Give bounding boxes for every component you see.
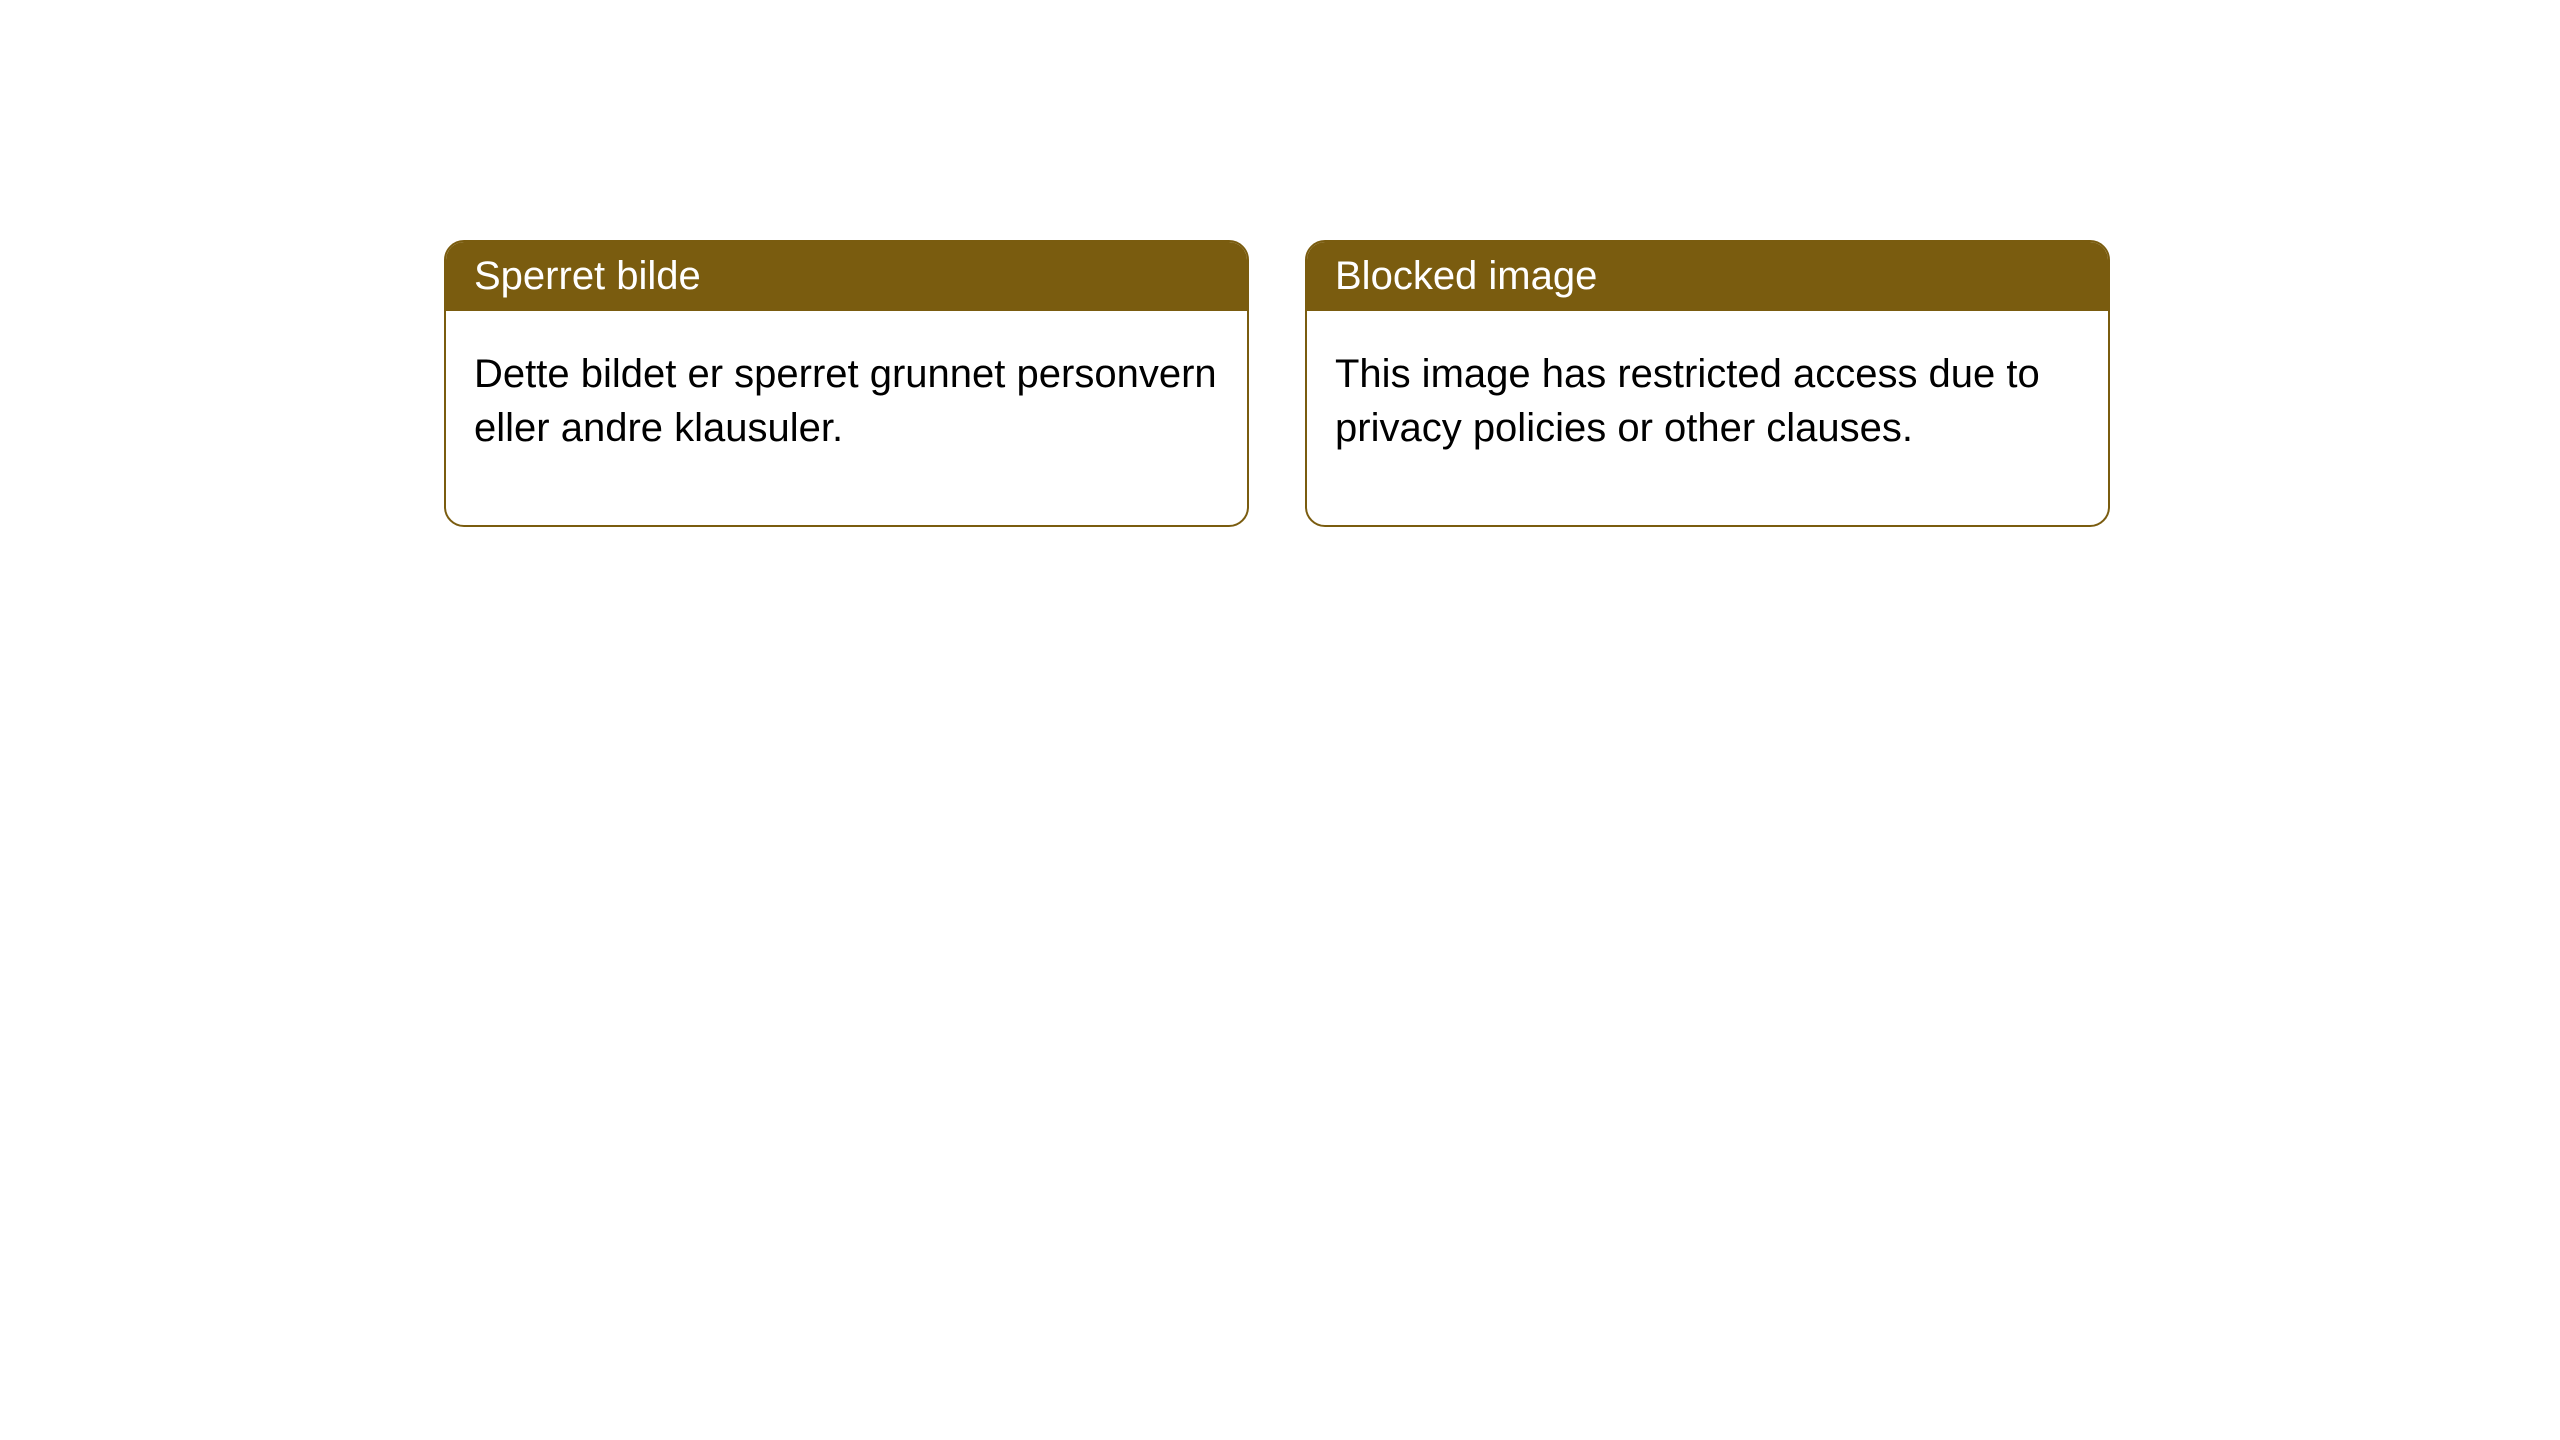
notice-cards-container: Sperret bilde Dette bildet er sperret gr… bbox=[444, 240, 2110, 527]
card-title: Sperret bilde bbox=[474, 254, 701, 298]
notice-card-norwegian: Sperret bilde Dette bildet er sperret gr… bbox=[444, 240, 1249, 527]
card-message: This image has restricted access due to … bbox=[1335, 352, 2040, 450]
card-body: This image has restricted access due to … bbox=[1307, 311, 2108, 525]
card-title: Blocked image bbox=[1335, 254, 1597, 298]
card-body: Dette bildet er sperret grunnet personve… bbox=[446, 311, 1247, 525]
card-header: Sperret bilde bbox=[446, 242, 1247, 311]
notice-card-english: Blocked image This image has restricted … bbox=[1305, 240, 2110, 527]
card-header: Blocked image bbox=[1307, 242, 2108, 311]
card-message: Dette bildet er sperret grunnet personve… bbox=[474, 352, 1217, 450]
